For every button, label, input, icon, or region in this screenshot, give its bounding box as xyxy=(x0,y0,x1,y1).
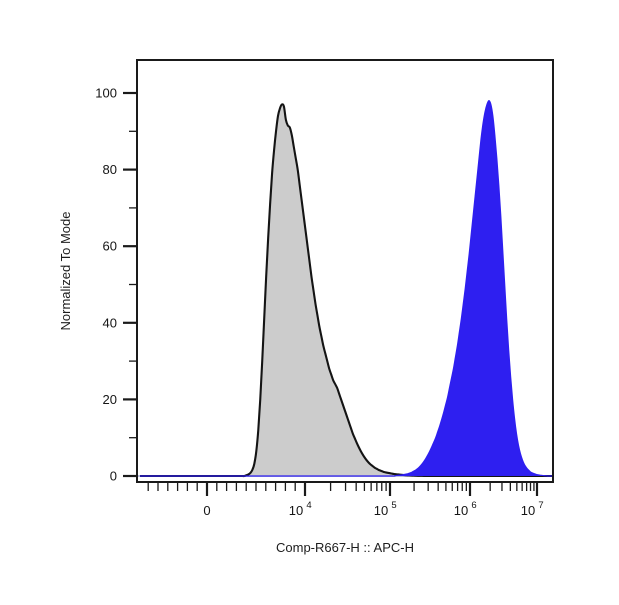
x-tick-label-mantissa: 10 xyxy=(289,503,303,518)
x-tick-label-text: 0 xyxy=(203,503,210,518)
x-tick-label-mantissa: 10 xyxy=(454,503,468,518)
x-tick-label: 10 6 xyxy=(454,500,477,518)
series-area xyxy=(140,100,552,477)
x-axis-title: Comp-R667-H :: APC-H xyxy=(276,540,414,555)
y-tick-label: 0 xyxy=(110,469,117,484)
x-tick-label: 10 5 xyxy=(374,500,397,518)
x-axis-ticks xyxy=(147,482,539,496)
y-tick-label: 100 xyxy=(95,86,117,101)
x-tick-label: 10 7 xyxy=(521,500,544,518)
y-axis-title: Normalized To Mode xyxy=(58,212,73,331)
x-tick-label: 0 xyxy=(203,503,210,518)
series-outline xyxy=(139,100,552,477)
y-axis-ticks: 0 20 40 60 80 100 xyxy=(95,86,137,484)
x-tick-label-exponent: 6 xyxy=(471,500,476,511)
series-apc-stained xyxy=(139,100,552,477)
y-tick-label: 20 xyxy=(103,392,117,407)
x-tick-label-exponent: 5 xyxy=(391,500,396,511)
x-tick-label: 10 4 xyxy=(289,500,312,518)
plot-frame-overlay xyxy=(136,59,554,483)
y-tick-label: 40 xyxy=(103,315,117,330)
series-layer xyxy=(139,100,552,478)
y-tick-label: 80 xyxy=(103,162,117,177)
y-tick-label: 60 xyxy=(103,239,117,254)
x-axis-tick-labels: 0 10 4 10 5 10 6 10 7 xyxy=(203,500,543,518)
x-tick-label-mantissa: 10 xyxy=(374,503,388,518)
x-tick-label-exponent: 4 xyxy=(306,500,311,511)
x-tick-label-mantissa: 10 xyxy=(521,503,535,518)
x-tick-label-exponent: 7 xyxy=(538,500,543,511)
